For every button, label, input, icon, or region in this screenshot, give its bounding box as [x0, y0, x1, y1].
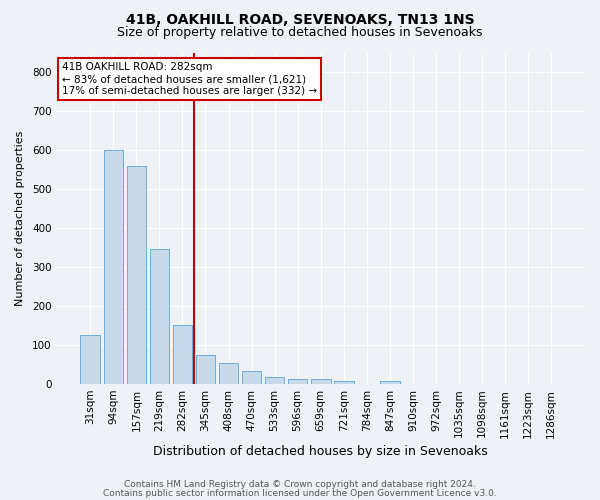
Bar: [219, 364, 238, 384]
Bar: [288, 379, 307, 384]
Bar: [173, 326, 192, 384]
Text: Size of property relative to detached houses in Sevenoaks: Size of property relative to detached ho…: [117, 26, 483, 39]
X-axis label: Distribution of detached houses by size in Sevenoaks: Distribution of detached houses by size …: [154, 444, 488, 458]
Bar: [311, 379, 331, 384]
Text: Contains HM Land Registry data © Crown copyright and database right 2024.: Contains HM Land Registry data © Crown c…: [124, 480, 476, 489]
Text: Contains public sector information licensed under the Open Government Licence v3: Contains public sector information licen…: [103, 488, 497, 498]
Bar: [80, 335, 100, 384]
Bar: [104, 150, 123, 384]
Bar: [149, 248, 169, 384]
Bar: [334, 381, 353, 384]
Bar: [196, 354, 215, 384]
Text: 41B OAKHILL ROAD: 282sqm
← 83% of detached houses are smaller (1,621)
17% of sem: 41B OAKHILL ROAD: 282sqm ← 83% of detach…: [62, 62, 317, 96]
Text: 41B, OAKHILL ROAD, SEVENOAKS, TN13 1NS: 41B, OAKHILL ROAD, SEVENOAKS, TN13 1NS: [125, 12, 475, 26]
Y-axis label: Number of detached properties: Number of detached properties: [15, 130, 25, 306]
Bar: [380, 381, 400, 384]
Bar: [242, 372, 262, 384]
Bar: [265, 378, 284, 384]
Bar: [127, 166, 146, 384]
